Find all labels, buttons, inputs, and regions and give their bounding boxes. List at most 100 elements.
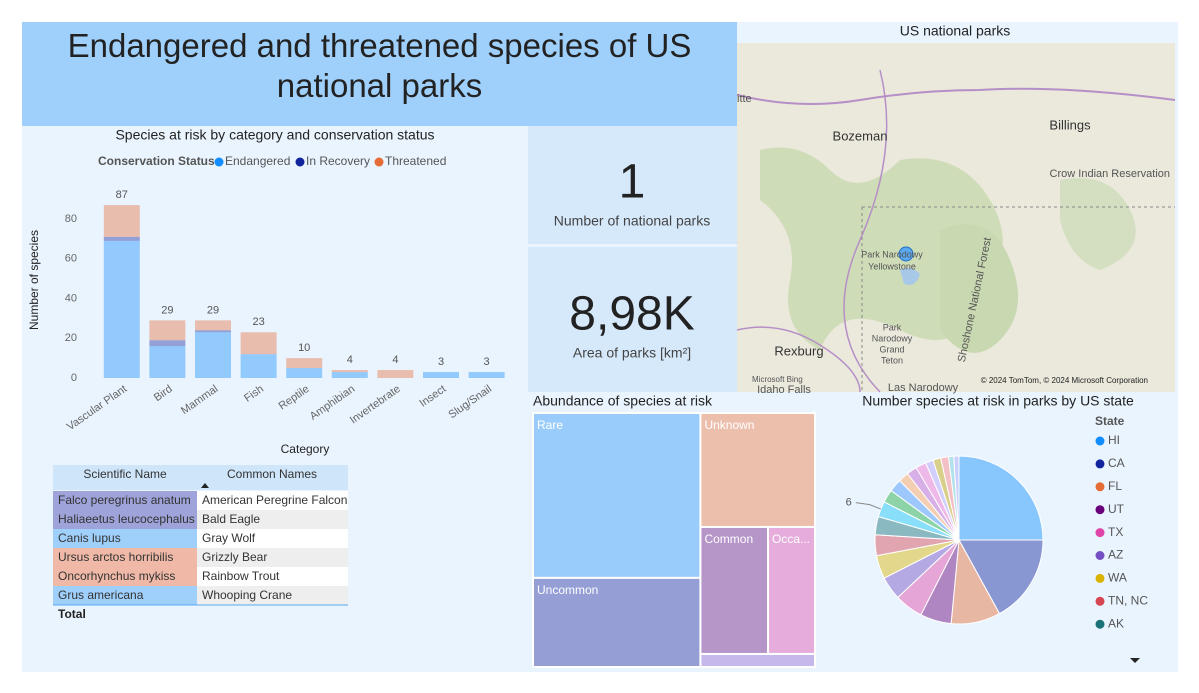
bar-segment — [286, 358, 323, 369]
legend-label: TX — [1108, 525, 1123, 539]
legend-label: AZ — [1108, 548, 1123, 562]
legend-marker — [1095, 436, 1105, 446]
data-label: 29 — [207, 304, 219, 316]
treemap-tile — [767, 525, 816, 655]
title-box — [22, 22, 737, 126]
bar-segment — [103, 236, 140, 241]
cell-bg — [53, 586, 197, 605]
x-axis-title: Category — [281, 442, 330, 456]
card-value: 8,98K — [569, 288, 694, 341]
tile-label: Common — [704, 532, 753, 546]
map-label: Billings — [1049, 117, 1091, 132]
legend-marker — [214, 157, 224, 167]
forest — [940, 224, 1018, 353]
data-label: 29 — [161, 304, 173, 316]
legend-label: Endangered — [225, 154, 290, 168]
data-label: 4 — [392, 354, 398, 366]
legend-label: FL — [1108, 479, 1122, 493]
card-label: Area of parks [km²] — [573, 345, 691, 361]
data-label: 87 — [116, 189, 128, 201]
boundary — [861, 206, 1175, 392]
legend-scroll[interactable] — [1130, 658, 1140, 663]
tile-label: Occa... — [772, 532, 810, 546]
legend-label: UT — [1108, 502, 1125, 516]
legend-label: WA — [1108, 571, 1127, 585]
y-axis-title: Number of species — [27, 230, 41, 330]
map-label: Narodowy — [872, 333, 913, 343]
pie-slice — [953, 455, 960, 541]
legend-marker — [1095, 505, 1105, 515]
map-label: Idaho Falls — [757, 384, 811, 396]
bar-segment — [240, 354, 277, 378]
legend-label: HI — [1108, 433, 1120, 447]
map-label: itte — [737, 93, 752, 105]
cell-bg — [197, 529, 348, 548]
table-header: Common Names — [227, 467, 317, 481]
treemap-tile — [532, 412, 702, 579]
table-cell: Canis lupus — [58, 531, 121, 545]
cell-bg — [197, 491, 348, 510]
park-marker[interactable] — [898, 246, 914, 262]
tile-label: Uncommon — [537, 583, 598, 597]
y-tick-label: 20 — [65, 332, 77, 344]
bar-segment — [149, 340, 186, 347]
card-label: Number of national parks — [554, 213, 710, 229]
map-provider: Microsoft Bing — [752, 375, 803, 384]
cell-bg — [53, 510, 197, 529]
legend-label: TN, NC — [1108, 593, 1148, 607]
legend-marker — [1095, 482, 1105, 492]
data-label: 23 — [252, 316, 264, 328]
table-cell: Ursus arctos horribilis — [58, 550, 173, 564]
card-value: 1 — [619, 156, 646, 209]
cell-bg — [53, 548, 197, 567]
table-cell: Grus americana — [58, 588, 144, 602]
treemap-tile — [699, 525, 769, 655]
table-total: Total — [58, 607, 86, 621]
map-label: Bozeman — [833, 128, 888, 143]
map-attribution: © 2024 TomTom, © 2024 Microsoft Corporat… — [981, 376, 1148, 385]
legend-label: Threatened — [385, 154, 446, 168]
leader-line — [855, 502, 882, 510]
legend-marker — [1095, 459, 1105, 469]
treemap-tile — [532, 576, 702, 669]
bar-segment — [331, 372, 368, 378]
y-tick-label: 40 — [65, 292, 77, 304]
map-label: Grand — [879, 344, 904, 354]
bar-segment — [240, 332, 277, 355]
table-cell: Rainbow Trout — [202, 569, 280, 583]
data-label: 3 — [484, 356, 490, 368]
bar-segment — [468, 372, 505, 378]
card — [528, 247, 737, 392]
cell-bg — [197, 567, 348, 586]
legend-marker — [1095, 528, 1105, 538]
map — [736, 43, 1176, 393]
map-label: Crow Indian Reservation — [1050, 168, 1170, 180]
table-cell: Grizzly Bear — [202, 550, 267, 564]
bar-segment — [103, 240, 140, 378]
legend-title: Conservation Status — [98, 154, 215, 168]
table-cell: Oncorhynchus mykiss — [58, 569, 175, 583]
map-label: Yellowstone — [868, 261, 916, 271]
map-label: Las Narodowy — [888, 382, 959, 394]
map-title: US national parks — [900, 23, 1011, 39]
sort-indicator[interactable] — [201, 483, 209, 488]
bar-segment — [149, 320, 186, 341]
bar-segment — [195, 320, 231, 331]
y-tick-label: 0 — [71, 372, 77, 384]
data-label: 6 — [846, 497, 852, 509]
bar-segment — [423, 372, 459, 378]
bar-segment — [286, 368, 323, 378]
table-body: Falco peregrinus anatum American Peregrin… — [53, 491, 348, 605]
lake — [900, 267, 920, 285]
table-cell: Bald Eagle — [202, 512, 260, 526]
table-cell: Haliaeetus leucocephalus — [58, 512, 195, 526]
cell-bg — [197, 586, 348, 605]
bar-segment — [149, 346, 186, 378]
bar-segment — [331, 370, 368, 373]
road — [843, 69, 888, 393]
cell-bg — [197, 510, 348, 529]
table-header: Scientific Name — [83, 467, 167, 481]
chart-title: Species at risk by category and conserva… — [115, 127, 434, 143]
